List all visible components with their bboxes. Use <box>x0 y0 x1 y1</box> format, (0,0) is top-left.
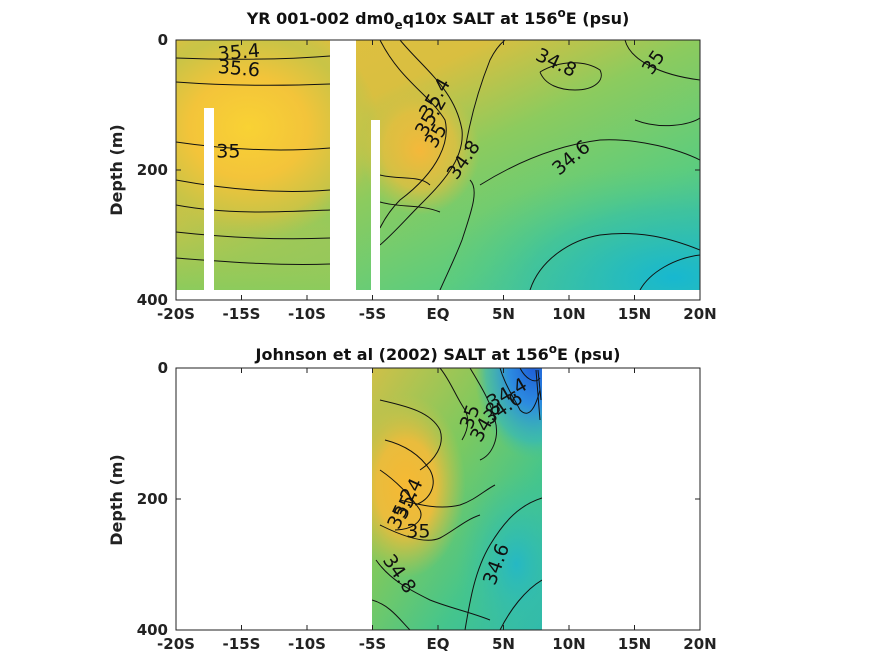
top-gap-2 <box>330 40 356 290</box>
bottom-x-tick-label: 10N <box>552 635 585 653</box>
bottom-x-tick-label: 5N <box>492 635 515 653</box>
top-title: YR 001-002 dm0eq10x SALT at 156oE (psu) <box>246 6 630 32</box>
top-contour-label: 35 <box>216 140 240 162</box>
top-panel: YR 001-002 dm0eq10x SALT at 156oE (psu) <box>107 6 717 323</box>
bottom-x-tick-label: -20S <box>157 635 195 653</box>
bottom-x-tick-label: 20N <box>683 635 716 653</box>
top-x-tick-label: -5S <box>359 305 386 323</box>
bottom-x-tick-label: -15S <box>223 635 261 653</box>
bottom-contour-label: 35 <box>406 520 430 542</box>
top-x-tick-label: 5N <box>492 305 515 323</box>
top-y-tick-label: 400 <box>137 291 168 309</box>
bottom-title: Johnson et al (2002) SALT at 156oE (psu) <box>255 342 621 364</box>
top-x-tick-label: 20N <box>683 305 716 323</box>
bottom-x-tick-label: EQ <box>427 635 450 653</box>
top-field <box>176 40 700 290</box>
bottom-y-tick-label: 0 <box>158 359 168 377</box>
top-contour-label: 35.6 <box>217 56 261 82</box>
top-x-tick-label: -15S <box>223 305 261 323</box>
top-gap-3 <box>371 120 380 290</box>
top-x-tick-label: -20S <box>157 305 195 323</box>
bottom-y-tick-label: 400 <box>137 621 168 639</box>
top-x-tick-label: 15N <box>618 305 651 323</box>
top-x-tick-label: 10N <box>552 305 585 323</box>
top-x-tick-label: -10S <box>288 305 326 323</box>
bottom-x-tick-label: 15N <box>618 635 651 653</box>
bottom-y-label: Depth (m) <box>107 454 126 546</box>
bottom-x-tick-label: -5S <box>359 635 386 653</box>
bottom-panel: Johnson et al (2002) SALT at 156oE (psu)… <box>107 342 717 653</box>
top-gap-1 <box>204 108 214 290</box>
top-y-tick-label: 0 <box>158 31 168 49</box>
top-y-label: Depth (m) <box>107 124 126 216</box>
top-contour-label: 35.4 <box>217 40 261 66</box>
top-y-axis: 0 200 400 <box>137 31 700 309</box>
bottom-x-axis: -20S -15S -10S -5S EQ 5N 10N 15N 20N <box>157 368 717 653</box>
top-y-tick-label: 200 <box>137 161 168 179</box>
top-x-tick-label: EQ <box>427 305 450 323</box>
bottom-y-axis: 0 200 400 <box>137 359 700 639</box>
top-x-axis: -20S -15S -10S -5S EQ 5N 10N 15N 20N <box>157 40 717 323</box>
bottom-y-tick-label: 200 <box>137 490 168 508</box>
bottom-field <box>372 368 542 630</box>
bottom-x-tick-label: -10S <box>288 635 326 653</box>
